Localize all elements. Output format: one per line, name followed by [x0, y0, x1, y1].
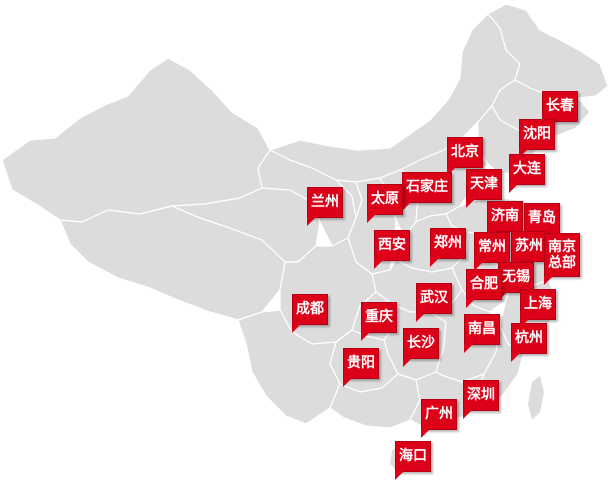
pin-guangzhou[interactable]: 广州 — [421, 399, 457, 438]
pin-lanzhou[interactable]: 兰州 — [307, 187, 343, 226]
pin-haikou[interactable]: 海口 — [395, 441, 431, 480]
region-taiwan — [528, 376, 544, 420]
pin-shanghai[interactable]: 上海 — [520, 289, 556, 328]
pin-wuhan[interactable]: 武汉 — [416, 283, 452, 322]
pin-tianjin[interactable]: 天津 — [466, 169, 502, 208]
pin-nanchang[interactable]: 南昌 — [464, 314, 500, 353]
pin-nanjing-name: 南京 — [548, 239, 576, 255]
region-xinjiang — [1, 57, 271, 223]
pin-shijiazhuang[interactable]: 石家庄 — [402, 172, 452, 211]
pin-jinan[interactable]: 济南 — [487, 201, 523, 240]
pin-taiyuan[interactable]: 太原 — [367, 184, 403, 223]
region-qinghai — [171, 187, 321, 263]
pin-shenyang[interactable]: 沈阳 — [519, 119, 555, 158]
pin-nanjing-hq-label: 总部 — [548, 255, 576, 271]
pin-shenzhen[interactable]: 深圳 — [463, 380, 499, 419]
pin-hefei[interactable]: 合肥 — [466, 269, 502, 308]
pin-xian[interactable]: 西安 — [374, 230, 410, 269]
pin-guiyang[interactable]: 贵阳 — [343, 348, 379, 387]
pin-nanjing-headquarters[interactable]: 南京 总部 — [544, 233, 580, 285]
pin-dalian[interactable]: 大连 — [509, 154, 545, 193]
pin-chengdu[interactable]: 成都 — [292, 294, 328, 333]
pin-changzhou[interactable]: 常州 — [474, 232, 510, 271]
pin-hangzhou[interactable]: 杭州 — [511, 323, 547, 362]
pin-beijing[interactable]: 北京 — [447, 137, 483, 176]
pin-chongqing[interactable]: 重庆 — [361, 302, 397, 341]
pin-changsha[interactable]: 长沙 — [403, 328, 439, 367]
pin-changchun[interactable]: 长春 — [542, 91, 578, 130]
pin-wuxi[interactable]: 无锡 — [498, 262, 534, 301]
pin-qingdao[interactable]: 青岛 — [524, 203, 560, 242]
pin-suzhou[interactable]: 苏州 — [511, 231, 547, 270]
pin-zhengzhou[interactable]: 郑州 — [430, 228, 466, 267]
region-heilongjiang — [487, 3, 609, 105]
